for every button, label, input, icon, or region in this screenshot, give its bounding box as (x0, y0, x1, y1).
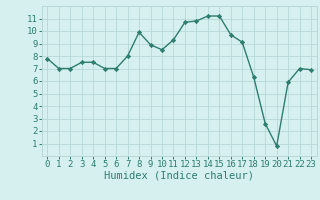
X-axis label: Humidex (Indice chaleur): Humidex (Indice chaleur) (104, 171, 254, 181)
